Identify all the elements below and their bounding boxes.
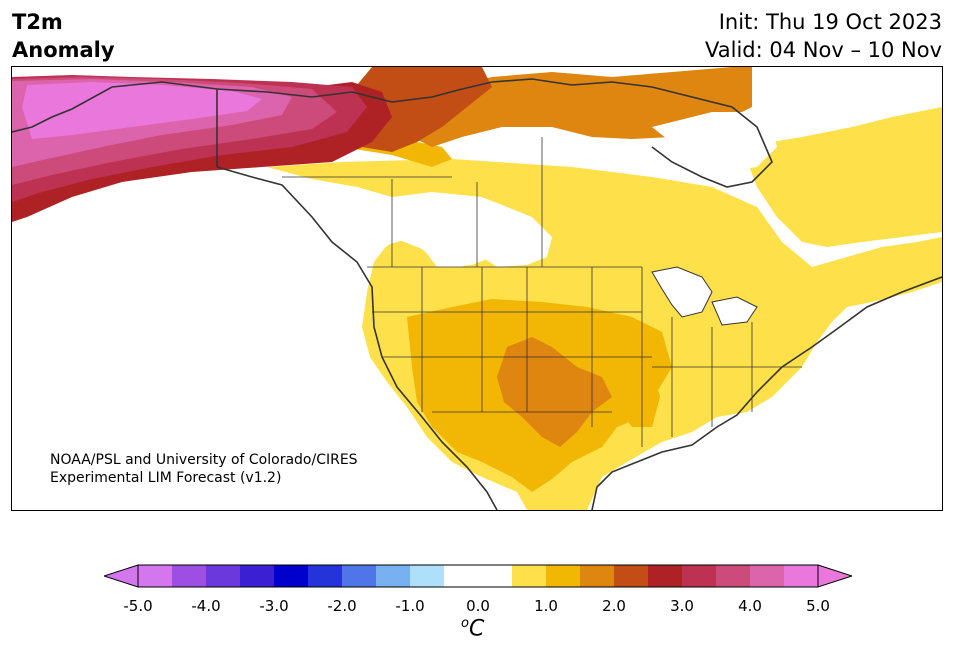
political-boundaries [282,137,802,447]
colorbar-tick-label: 4.0 [738,597,762,615]
colorbar-bin [240,565,275,587]
credit-text: NOAA/PSL and University of Colorado/CIRE… [50,451,358,487]
map-canvas [12,67,942,510]
credit-line-1: NOAA/PSL and University of Colorado/CIRE… [50,452,358,468]
colorbar-extend-high [817,564,852,588]
colorbar-tick-label: 3.0 [670,597,694,615]
map-title: T2m Anomaly [12,8,115,64]
init-date: Init: Thu 19 Oct 2023 [718,10,942,34]
colorbar-tick-label: -5.0 [123,597,153,615]
colorbar-extend-low [104,564,139,588]
anomaly-fill-white-nw [272,177,547,367]
colorbar-bin [784,565,819,587]
credit-line-2: Experimental LIM Forecast (v1.2) [50,470,282,486]
colorbar-tick-label: -4.0 [191,597,221,615]
coastline [12,81,942,510]
valid-range: Valid: 04 Nov – 10 Nov [705,38,942,62]
colorbar-bin [546,565,581,587]
anomaly-fill-yellow-east [742,107,942,247]
anomaly-fill-orange [497,337,612,447]
anomaly-map: NOAA/PSL and University of Colorado/CIRE… [11,66,943,511]
title-anomaly: Anomaly [12,38,115,62]
colorbar-border [137,564,819,588]
anomaly-fill-white-hudson [652,112,777,172]
colorbar-bin [682,565,717,587]
forecast-dates: Init: Thu 19 Oct 2023 Valid: 04 Nov – 10… [705,8,942,64]
title-variable: T2m [12,10,63,34]
colorbar-bin [308,565,343,587]
colorbar-bin [376,565,411,587]
colorbar-tick-label: -1.0 [395,597,425,615]
colorbar-units: oC [461,616,484,641]
colorbar-bin [138,565,173,587]
colorbar-bin [580,565,615,587]
colorbar-tick-label: 5.0 [806,597,830,615]
colorbar-bin [716,565,751,587]
anomaly-fill-gold-east [612,347,660,427]
anomaly-fill-white-pacific [12,197,512,510]
colorbar-bin [444,565,479,587]
colorbar-tick-label: 1.0 [534,597,558,615]
coastline-arctic [216,78,773,188]
great-lakes [651,266,758,326]
colorbar-bin [478,565,513,587]
colorbar-bin [410,565,445,587]
colorbar-tick-label: -2.0 [327,597,357,615]
colorbar-bin [206,565,241,587]
colorbar-tick-label: 0.0 [466,597,490,615]
colorbar-bin [274,565,309,587]
anomaly-fill-white-gulf [590,297,942,510]
colorbar-tick-label: 2.0 [602,597,626,615]
units-celsius: C [468,616,485,642]
colorbar-bin [512,565,547,587]
anomaly-fill-magenta [22,82,262,139]
colorbar-tick-label: -3.0 [259,597,289,615]
units-degree: o [461,616,469,631]
colorbar [104,564,852,588]
colorbar-bin [614,565,649,587]
colorbar-bin [750,565,785,587]
colorbar-bin [172,565,207,587]
colorbar-bin [648,565,683,587]
colorbar-bin [342,565,377,587]
